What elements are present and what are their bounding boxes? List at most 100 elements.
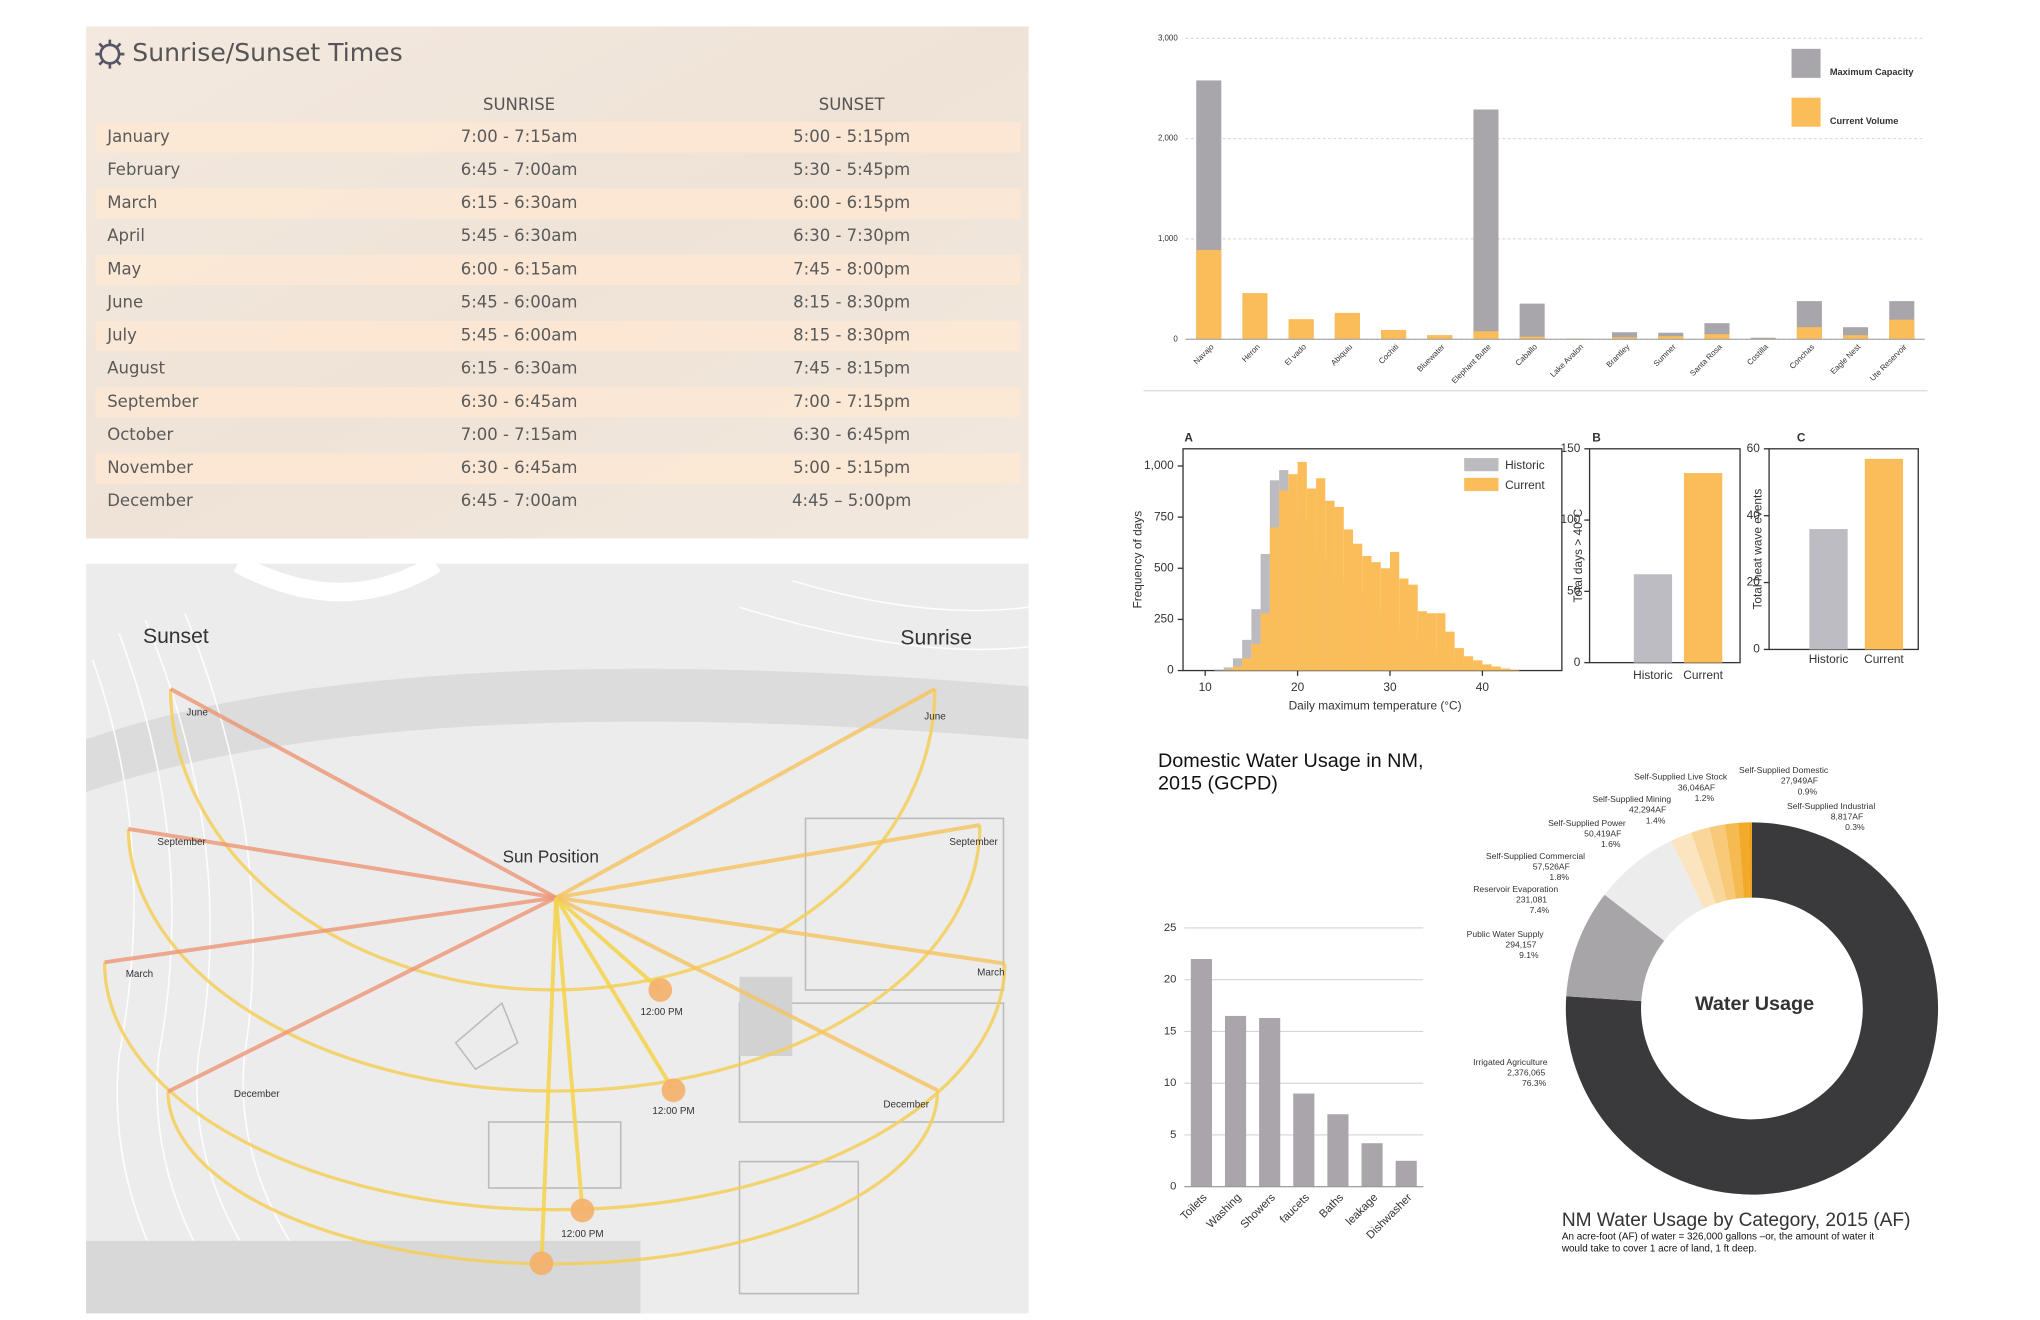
sun-path-arc [102,962,1007,1212]
bar [1683,473,1723,663]
slice-value: 27,949AF [1781,776,1818,786]
legend-swatch [1791,48,1821,78]
table-cell: 7:45 - 8:00pm [793,259,910,278]
legend-swatch [1464,477,1499,492]
sunset-ray [128,827,557,900]
histogram-bar [1242,639,1252,671]
slice-value: 50,419AF [1584,829,1621,839]
histogram-bar [1306,488,1317,671]
table-cell: 7:00 - 7:15am [461,425,578,444]
histogram-bar [1510,669,1520,671]
bar [1889,319,1915,340]
month-label: March [126,969,153,980]
table-cell: 6:00 - 6:15am [461,259,578,278]
y-tick-label: 150 [1561,441,1581,455]
x-tick-label: Navajo [1192,342,1216,366]
sunrise-ray [555,895,939,1093]
y-tick-label: 100 [1561,512,1581,526]
bar [1288,319,1314,340]
bar [1612,332,1638,340]
x-tick-label: Elephant Butte [1450,342,1493,385]
slice-share: 0.3% [1845,822,1865,832]
table-title: Sunrise/Sunset Times [132,38,402,67]
x-tick-label: Current [1864,652,1904,666]
table-cell: April [107,226,145,245]
sunrise-ray [555,687,936,900]
y-tick-label: 10 [1164,1077,1176,1089]
x-tick-label: Brantley [1605,342,1632,369]
y-tick-label: 40 [1747,508,1761,522]
x-tick-label: Washing [1205,1192,1244,1231]
table-cell: 5:45 - 6:30am [461,226,578,245]
bar [1633,574,1673,663]
month-label: September [949,837,998,848]
x-axis-label: Daily maximum temperature (°C) [1289,698,1462,712]
bar [1327,1114,1349,1187]
histogram-bar [1482,664,1492,671]
y-tick-label: 20 [1747,575,1761,589]
panel-label: C [1797,430,1806,444]
bar [1427,335,1453,340]
slice-share: 1.4% [1646,815,1666,825]
x-tick-label: El vado [1283,342,1308,367]
histogram-bar [1214,669,1224,671]
y-tick-label: 20 [1164,974,1176,986]
chart-title: NM Water Usage by Category, 2015 (AF) [1562,1210,1911,1231]
histogram-bar [1325,500,1335,671]
table-cell: January [106,127,170,146]
table-cell: 6:15 - 6:30am [461,359,578,378]
table-cell: October [107,425,173,444]
legend-swatch [1464,458,1499,472]
sunrise-ray [555,895,1006,966]
y-tick-label: 3,000 [1158,33,1178,42]
histogram-bar [1454,648,1464,671]
table-cell: December [107,491,193,510]
bar [1809,529,1848,650]
noon-marker [570,1198,595,1223]
chart-subtitle-box: An acre-foot (AF) of water = 326,000 gal… [1562,1230,1874,1254]
y-tick-label: 60 [1747,441,1761,455]
histogram-bar [1399,578,1409,671]
histogram-bar [1251,643,1261,671]
histogram-bar [1297,461,1307,671]
y-tick-label: 250 [1154,612,1174,626]
bar [1796,327,1822,340]
table-cell: 7:45 - 8:15pm [793,359,910,378]
histogram-bar [1362,555,1372,671]
bar [1224,1015,1247,1187]
slice-value: 8,817AF [1831,811,1863,821]
histogram-bar [1491,666,1501,671]
slice-value: 2,376,065 [1507,1067,1545,1077]
legend-label: Historic [1505,458,1545,472]
table-cell: 7:00 - 7:15pm [793,392,910,411]
x-tick-label: 20 [1291,680,1305,694]
donut-slice [1748,822,1752,898]
x-tick-label: Costilla [1745,342,1770,367]
y-axis-label: Total heat wave events [1751,489,1765,610]
donut-slice [1709,824,1736,901]
y-tick-label: 750 [1154,509,1174,523]
bar [1704,334,1730,340]
chart-title: Domestic Water Usage in NM, 2015 (GCPD) [1157,749,1424,795]
legend-label: Maximum Capacity [1830,67,1915,77]
y-tick-label: 50 [1567,584,1581,598]
table-cell: June [106,292,143,311]
x-tick-label: Caballo [1514,342,1540,368]
slice-share: 0.9% [1798,786,1818,796]
histogram-bar [1316,478,1326,671]
y-tick-label: 0 [1170,1181,1176,1193]
slice-name: Public Water Supply [1467,929,1545,939]
x-tick-label: Ute Reservoir [1868,342,1909,383]
row-stripe [95,188,1021,219]
bar [1259,1017,1281,1187]
histogram-bar [1436,613,1446,671]
x-tick-label: Historic [1809,652,1849,666]
sunrise-label: Sunrise [900,626,972,649]
table-cell: 5:00 - 5:15pm [793,127,910,146]
sunset-label: Sunset [143,625,209,648]
y-tick-label: 500 [1154,560,1174,574]
donut-slice [1738,822,1750,898]
sunrise-ray [555,823,981,900]
bar [1473,331,1499,340]
histogram-bar [1260,613,1270,671]
